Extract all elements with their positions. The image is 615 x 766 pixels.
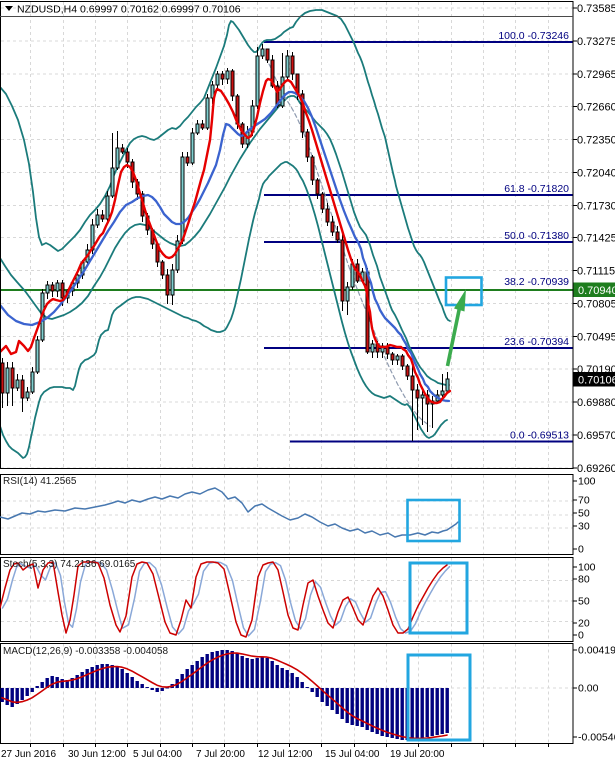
svg-text:30 Jun 12:00: 30 Jun 12:00 [68,749,126,760]
svg-text:0.73585: 0.73585 [577,3,615,15]
svg-text:0.71115: 0.71115 [577,266,615,278]
svg-text:0.70805: 0.70805 [577,299,615,311]
svg-text:23.6 -0.70394: 23.6 -0.70394 [504,336,569,348]
svg-text:0.73275: 0.73275 [577,36,615,48]
svg-text:0.72350: 0.72350 [577,135,615,147]
svg-text:5 Jul 04:00: 5 Jul 04:00 [133,749,182,760]
svg-text:NZDUSD,H4 0.69997 0.70162 0.6: NZDUSD,H4 0.69997 0.70162 0.69997 0.7010… [17,4,241,16]
svg-text:0.72965: 0.72965 [577,69,615,81]
svg-text:38.2 -0.70939: 38.2 -0.70939 [504,276,569,288]
svg-text:0.72040: 0.72040 [577,168,615,180]
svg-text:0.00419: 0.00419 [578,645,615,657]
svg-text:100: 100 [578,562,596,574]
svg-text:100: 100 [578,476,596,488]
svg-text:15 Jul 04:00: 15 Jul 04:00 [325,749,380,760]
svg-text:70: 70 [578,495,590,507]
svg-text:0.69570: 0.69570 [577,430,615,442]
svg-text:0.69880: 0.69880 [577,397,615,409]
svg-text:0.70940: 0.70940 [578,285,615,297]
svg-text:50.0 -0.71380: 50.0 -0.71380 [504,230,569,242]
svg-text:27 Jun 2016: 27 Jun 2016 [1,749,56,760]
svg-text:0.72660: 0.72660 [577,102,615,114]
svg-text:RSI(14) 41.2565: RSI(14) 41.2565 [3,476,77,487]
svg-text:19 Jul 20:00: 19 Jul 20:00 [390,749,445,760]
svg-text:0.00: 0.00 [578,683,599,695]
svg-text:7 Jul 20:00: 7 Jul 20:00 [196,749,245,760]
svg-text:50: 50 [578,596,590,608]
svg-text:0.70495: 0.70495 [577,332,615,344]
svg-text:0.70106: 0.70106 [578,375,615,387]
svg-text:80: 80 [578,574,590,586]
svg-text:0.0 -0.69513: 0.0 -0.69513 [510,430,569,442]
svg-text:0: 0 [578,630,584,642]
svg-text:100.0 -0.73246: 100.0 -0.73246 [498,30,569,42]
svg-text:30: 30 [578,521,590,533]
svg-text:0.71730: 0.71730 [577,201,615,213]
svg-text:0.69260: 0.69260 [577,463,615,475]
svg-text:-0.005463: -0.005463 [578,732,615,744]
svg-text:50: 50 [578,508,590,520]
svg-text:0.71425: 0.71425 [577,233,615,245]
svg-text:MACD(12,26,9) -0.003358 -0.004: MACD(12,26,9) -0.003358 -0.004058 [3,646,169,657]
svg-text:61.8 -0.71820: 61.8 -0.71820 [504,183,569,195]
svg-text:0: 0 [578,544,584,556]
svg-text:Stoch(5,3,3) 74.2136 69.0165: Stoch(5,3,3) 74.2136 69.0165 [3,559,136,570]
svg-text:20: 20 [578,618,590,630]
svg-text:12 Jul 12:00: 12 Jul 12:00 [258,749,313,760]
